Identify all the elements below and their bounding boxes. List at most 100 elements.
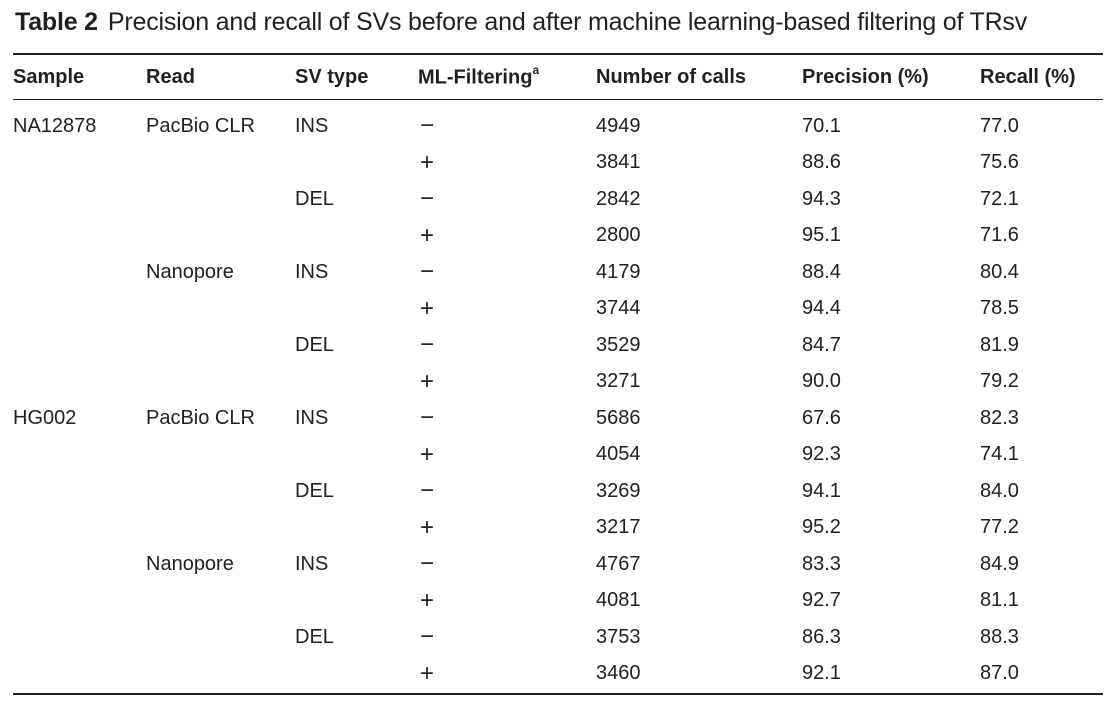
- cell-precision: 95.1: [802, 224, 841, 247]
- cell-recall: 81.9: [980, 333, 1019, 356]
- cell-precision: 94.4: [802, 297, 841, 320]
- cell-precision: 90.0: [802, 370, 841, 393]
- cell-precision: 88.6: [802, 151, 841, 174]
- cell-precision: 92.1: [802, 662, 841, 685]
- cell-sample: [13, 218, 146, 255]
- cell-precision: 83.3: [802, 552, 841, 575]
- table-spacer-row: [13, 99, 1103, 108]
- cell-number-of-calls: 2842: [596, 187, 641, 210]
- table-row: HG002 PacBio CLR INS − 5686 67.6 82.3: [13, 400, 1103, 437]
- cell-sv-type: [295, 583, 418, 620]
- table-header-row: Sample Read SV type ML-Filteringa Number…: [13, 55, 1103, 99]
- cell-sv-type: [295, 656, 418, 693]
- cell-sv-type: [295, 510, 418, 547]
- cell-sample: [13, 656, 146, 693]
- cell-read: [146, 437, 295, 474]
- cell-sample: [13, 181, 146, 218]
- cell-ml-filtering: −: [420, 112, 435, 140]
- cell-sv-type: DEL: [295, 479, 334, 502]
- cell-ml-filtering: −: [420, 404, 435, 432]
- cell-recall: 78.5: [980, 297, 1019, 320]
- cell-recall: 81.1: [980, 589, 1019, 612]
- cell-read: Nanopore: [146, 260, 234, 283]
- cell-number-of-calls: 2800: [596, 224, 641, 247]
- cell-sv-type: INS: [295, 406, 329, 429]
- cell-read: [146, 291, 295, 328]
- cell-read: [146, 656, 295, 693]
- cell-sv-type: INS: [295, 552, 329, 575]
- cell-ml-filtering: −: [420, 623, 435, 651]
- header-read: Read: [146, 65, 195, 88]
- cell-ml-filtering: −: [420, 477, 435, 505]
- cell-recall: 84.0: [980, 479, 1019, 502]
- table-caption-label: Table 2: [15, 8, 98, 36]
- cell-sv-type: INS: [295, 260, 329, 283]
- cell-number-of-calls: 3744: [596, 297, 641, 320]
- cell-ml-filtering: −: [420, 258, 435, 286]
- cell-recall: 88.3: [980, 625, 1019, 648]
- cell-ml-filtering: +: [420, 659, 435, 687]
- cell-ml-filtering: +: [420, 294, 435, 322]
- cell-ml-filtering: −: [420, 331, 435, 359]
- cell-precision: 86.3: [802, 625, 841, 648]
- cell-number-of-calls: 3529: [596, 333, 641, 356]
- cell-ml-filtering: −: [420, 185, 435, 213]
- header-ml-filtering: ML-Filteringa: [418, 55, 596, 99]
- cell-sv-type: [295, 218, 418, 255]
- cell-sample: [13, 583, 146, 620]
- header-precision: Precision (%): [802, 65, 929, 88]
- cell-ml-filtering: +: [420, 367, 435, 395]
- table-row: DEL − 3529 84.7 81.9: [13, 327, 1103, 364]
- cell-recall: 77.2: [980, 516, 1019, 539]
- header-ml-filtering-label: ML-Filtering: [418, 66, 533, 89]
- cell-number-of-calls: 4081: [596, 589, 641, 612]
- cell-number-of-calls: 3460: [596, 662, 641, 685]
- cell-sv-type: [295, 145, 418, 182]
- table-row: +3744 94.4 78.5: [13, 291, 1103, 328]
- table-row: +3217 95.2 77.2: [13, 510, 1103, 547]
- cell-ml-filtering: −: [420, 550, 435, 578]
- paper-table-page: Table 2 Precision and recall of SVs befor…: [13, 0, 1103, 702]
- table-row: Nanopore INS − 4179 88.4 80.4: [13, 254, 1103, 291]
- results-table: Sample Read SV type ML-Filteringa Number…: [13, 55, 1103, 692]
- cell-recall: 77.0: [980, 114, 1019, 137]
- cell-recall: 80.4: [980, 260, 1019, 283]
- table-row: Nanopore INS − 4767 83.3 84.9: [13, 546, 1103, 583]
- cell-sample: [13, 327, 146, 364]
- cell-read: [146, 473, 295, 510]
- cell-number-of-calls: 3217: [596, 516, 641, 539]
- cell-precision: 88.4: [802, 260, 841, 283]
- cell-sv-type: [295, 364, 418, 401]
- table-row: +3460 92.1 87.0: [13, 656, 1103, 693]
- cell-sv-type: [295, 291, 418, 328]
- cell-read: [146, 619, 295, 656]
- cell-number-of-calls: 4179: [596, 260, 641, 283]
- cell-sample: [13, 546, 146, 583]
- cell-sv-type: [295, 437, 418, 474]
- cell-sv-type: DEL: [295, 333, 334, 356]
- table-row: DEL − 2842 94.3 72.1: [13, 181, 1103, 218]
- cell-sample: HG002: [13, 406, 77, 429]
- cell-read: [146, 510, 295, 547]
- cell-sample: [13, 619, 146, 656]
- cell-sample: [13, 510, 146, 547]
- table-row: +4081 92.7 81.1: [13, 583, 1103, 620]
- header-number-of-calls: Number of calls: [596, 65, 747, 88]
- cell-sample: [13, 473, 146, 510]
- cell-ml-filtering: +: [420, 440, 435, 468]
- cell-precision: 67.6: [802, 406, 841, 429]
- cell-sample: [13, 254, 146, 291]
- table-row: DEL − 3269 94.1 84.0: [13, 473, 1103, 510]
- cell-recall: 82.3: [980, 406, 1019, 429]
- cell-sv-type: DEL: [295, 625, 334, 648]
- cell-recall: 87.0: [980, 662, 1019, 685]
- cell-ml-filtering: +: [420, 148, 435, 176]
- cell-number-of-calls: 3271: [596, 370, 641, 393]
- cell-sample: NA12878: [13, 114, 97, 137]
- cell-precision: 92.7: [802, 589, 841, 612]
- table-body: NA12878 PacBio CLR INS − 4949 70.1 77.0 +3841 88…: [13, 99, 1103, 692]
- cell-sample: [13, 437, 146, 474]
- cell-read: [146, 364, 295, 401]
- cell-recall: 84.9: [980, 552, 1019, 575]
- table-row: +4054 92.3 74.1: [13, 437, 1103, 474]
